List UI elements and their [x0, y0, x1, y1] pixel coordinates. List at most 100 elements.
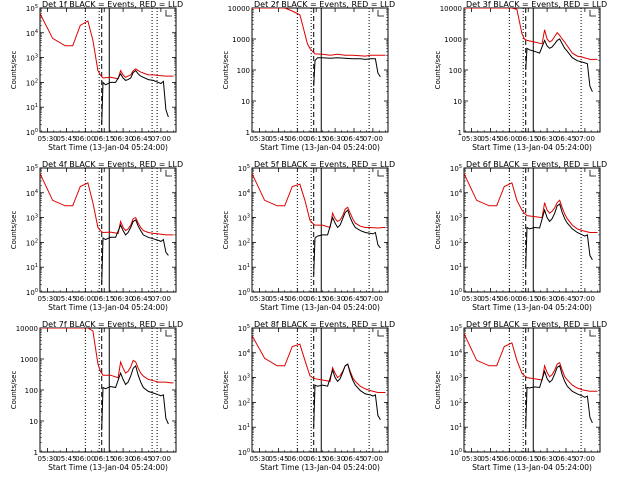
detector-panel-5: Det 5f BLACK = Events, RED = LLD 100 101 10…	[222, 160, 395, 312]
series-group	[252, 335, 386, 428]
detector-panel-8: Det 8f BLACK = Events, RED = LLD 100 101 10…	[222, 320, 395, 472]
y-tick-label: 1000	[20, 356, 38, 364]
x-tick-label: 06:15	[94, 295, 114, 303]
x-tick-label: 06:45	[344, 455, 364, 463]
x-tick-label: 05:45	[268, 455, 288, 463]
x-tick-label: 05:30	[461, 135, 481, 143]
y-tick-label: 100	[450, 448, 462, 457]
x-tick-label: 06:15	[94, 135, 114, 143]
x-tick-label: 07:00	[575, 135, 595, 143]
x-tick-label: 05:45	[56, 135, 76, 143]
series-line-events	[313, 209, 381, 275]
y-tick-label: 1000	[232, 36, 250, 44]
y-tick-label: 1	[34, 449, 38, 457]
corner-marker	[377, 330, 384, 337]
x-tick-label: 06:00	[499, 135, 519, 143]
plot-frame	[463, 327, 601, 453]
y-axis-label: Counts/sec	[10, 51, 18, 90]
series-line-lld	[252, 8, 386, 57]
panel-title: Det 3f BLACK = Events, RED = LLD	[466, 0, 607, 9]
x-tick-label: 06:15	[518, 135, 538, 143]
y-tick-label: 1	[458, 129, 462, 137]
x-tick-label: 05:30	[461, 295, 481, 303]
x-axis-label: Start Time (13-Jan-04 05:24:00)	[48, 463, 168, 472]
x-tick-label: 06:00	[75, 455, 95, 463]
y-tick-label: 1000	[444, 36, 462, 44]
y-tick-label: 10	[29, 418, 38, 426]
y-tick-label: 105	[450, 324, 462, 333]
series-line-lld	[464, 333, 598, 392]
x-tick-label: 06:00	[287, 455, 307, 463]
x-axis-label: Start Time (13-Jan-04 05:24:00)	[260, 303, 380, 312]
y-tick-label: 102	[26, 78, 38, 87]
x-tick-label: 06:30	[113, 455, 133, 463]
x-tick-label: 05:30	[249, 295, 269, 303]
y-tick-label: 105	[26, 4, 38, 13]
x-tick-label: 06:00	[499, 295, 519, 303]
x-tick-label: 06:30	[325, 455, 345, 463]
plot-frame	[39, 167, 177, 293]
x-tick-label: 05:45	[56, 295, 76, 303]
detector-panel-1: Det 1f BLACK = Events, RED = LLD 100 101 10…	[10, 0, 183, 152]
x-tick-label: 06:45	[132, 455, 152, 463]
series-line-lld	[464, 8, 598, 60]
x-axis-label: Start Time (13-Jan-04 05:24:00)	[472, 463, 592, 472]
panel-title: Det 6f BLACK = Events, RED = LLD	[466, 160, 607, 169]
x-tick-label: 05:45	[56, 455, 76, 463]
y-axis-label: Counts/sec	[222, 211, 230, 250]
series-line-events	[313, 57, 381, 87]
x-tick-label: 06:45	[556, 135, 576, 143]
y-tick-label: 104	[450, 349, 462, 358]
series-line-events	[101, 364, 169, 431]
y-axis-label: Counts/sec	[10, 371, 18, 410]
y-tick-label: 105	[238, 324, 250, 333]
x-tick-label: 06:00	[75, 295, 95, 303]
y-tick-label: 100	[26, 288, 38, 297]
x-tick-label: 06:45	[132, 295, 152, 303]
x-tick-label: 05:30	[249, 135, 269, 143]
x-axis-label: Start Time (13-Jan-04 05:24:00)	[472, 143, 592, 152]
x-tick-label: 05:30	[37, 135, 57, 143]
x-axis-label: Start Time (13-Jan-04 05:24:00)	[48, 143, 168, 152]
x-tick-label: 06:30	[325, 135, 345, 143]
corner-marker	[165, 330, 172, 337]
corner-marker	[165, 10, 172, 17]
x-axis-label: Start Time (13-Jan-04 05:24:00)	[48, 303, 168, 312]
y-tick-label: 100	[237, 67, 250, 75]
y-tick-label: 102	[450, 238, 462, 247]
y-tick-label: 103	[238, 214, 250, 223]
detector-panel-3: Det 3f BLACK = Events, RED = LLD 1 10 100 10…	[434, 0, 607, 152]
plot-frame	[251, 327, 389, 453]
y-tick-label: 102	[238, 238, 250, 247]
panel-title: Det 4f BLACK = Events, RED = LLD	[42, 160, 183, 169]
y-tick-label: 100	[450, 288, 462, 297]
y-tick-label: 10000	[440, 5, 462, 13]
x-axis-label: Start Time (13-Jan-04 05:24:00)	[472, 303, 592, 312]
corner-marker	[589, 10, 596, 17]
y-tick-label: 10	[241, 98, 250, 106]
x-tick-label: 06:00	[499, 455, 519, 463]
y-tick-label: 101	[450, 263, 462, 272]
panel-title: Det 8f BLACK = Events, RED = LLD	[254, 320, 395, 329]
panel-title: Det 9f BLACK = Events, RED = LLD	[466, 320, 607, 329]
y-tick-label: 104	[238, 349, 250, 358]
y-axis-label: Counts/sec	[10, 211, 18, 250]
panel-title: Det 5f BLACK = Events, RED = LLD	[254, 160, 395, 169]
x-tick-label: 07:00	[575, 295, 595, 303]
corner-marker	[589, 330, 596, 337]
series-line-events	[525, 203, 593, 268]
y-axis-label: Counts/sec	[434, 211, 442, 250]
series-group	[252, 173, 386, 275]
x-axis-label: Start Time (13-Jan-04 05:24:00)	[260, 143, 380, 152]
y-tick-label: 105	[238, 164, 250, 173]
y-tick-label: 101	[26, 263, 38, 272]
y-tick-label: 104	[26, 29, 38, 38]
x-tick-label: 05:30	[249, 455, 269, 463]
y-tick-label: 103	[238, 374, 250, 383]
x-tick-label: 07:00	[151, 295, 171, 303]
x-tick-label: 07:00	[575, 455, 595, 463]
x-tick-label: 06:45	[556, 295, 576, 303]
x-tick-label: 06:45	[132, 135, 152, 143]
series-line-events	[525, 38, 593, 92]
